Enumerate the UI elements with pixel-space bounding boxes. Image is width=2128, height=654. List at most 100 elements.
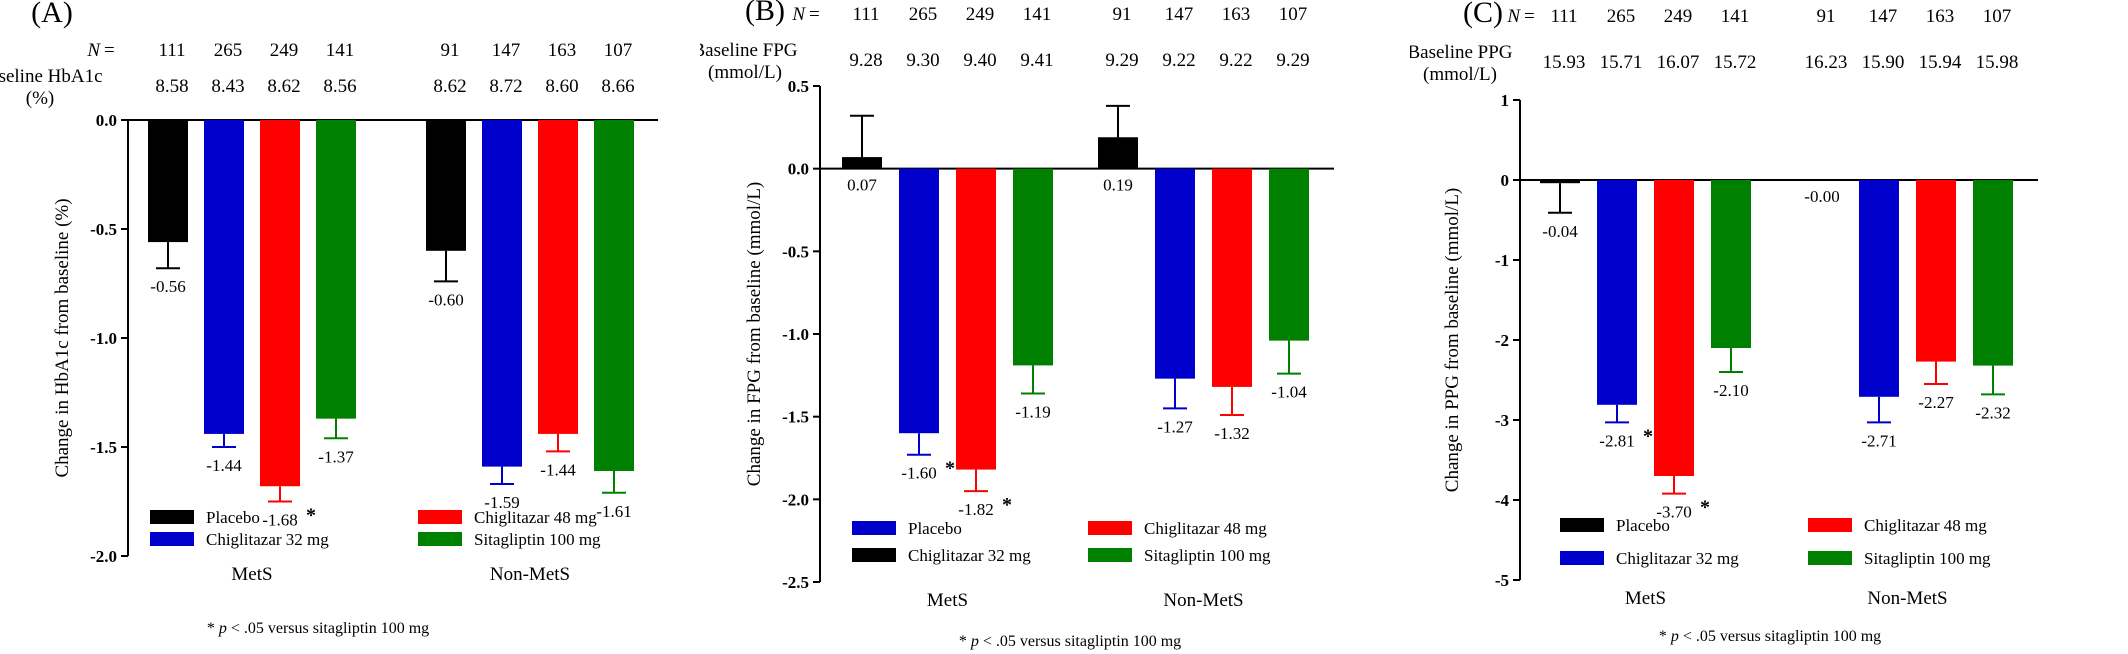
- n-value: 141: [1023, 4, 1052, 25]
- legend-swatch: [418, 532, 462, 546]
- chart-svg: (B) N = Baseline FPG(mmol/L) 111 9.28 265 9.30 2…: [700, 0, 1334, 650]
- baseline-value: 9.41: [1020, 50, 1053, 71]
- n-value: 147: [492, 40, 521, 61]
- bar: [1597, 180, 1637, 405]
- bar: [1098, 137, 1138, 169]
- bar: [1212, 168, 1252, 387]
- baseline-value: 16.23: [1805, 52, 1848, 73]
- baseline-value: 8.66: [601, 76, 634, 97]
- y-tick-label: -1: [1495, 251, 1509, 270]
- baseline-value: 15.98: [1976, 52, 2019, 73]
- y-tick-label: -0.5: [782, 242, 809, 261]
- n-equals: =: [1524, 6, 1535, 27]
- legend-swatch: [852, 548, 896, 562]
- n-value: 91: [1113, 4, 1132, 25]
- bar: [1013, 168, 1053, 366]
- bar: [1859, 180, 1899, 397]
- legend-label: Chiglitazar 32 mg: [206, 530, 329, 549]
- footnote: * p < .05 versus sitagliptin 100 mg: [207, 620, 429, 637]
- legend-label: Chiglitazar 48 mg: [1864, 516, 1987, 535]
- data-label: -1.37: [318, 447, 354, 466]
- panel-label: (C): [1463, 0, 1503, 29]
- n-value: 249: [270, 40, 299, 61]
- y-tick-label: -2.5: [782, 573, 809, 592]
- n-value: 91: [441, 40, 460, 61]
- footnote-text: < .05 versus sitagliptin 100 mg: [227, 620, 429, 637]
- baseline-value: 9.40: [963, 50, 996, 71]
- significance-star: *: [1643, 425, 1653, 447]
- n-value: 147: [1869, 6, 1898, 27]
- legend-label: Sitagliptin 100 mg: [1864, 549, 1991, 568]
- legend-swatch: [150, 532, 194, 546]
- data-label: -1.32: [1214, 424, 1249, 443]
- baseline-value: 8.72: [489, 76, 522, 97]
- significance-star: *: [1700, 497, 1710, 519]
- panel-label: (A): [31, 0, 73, 29]
- bar: [482, 120, 522, 467]
- category-label: MetS: [927, 590, 968, 611]
- baseline-value: 15.71: [1600, 52, 1643, 73]
- n-label: N: [86, 40, 101, 61]
- bar: [260, 120, 300, 487]
- category-label: Non-MetS: [1867, 588, 1947, 609]
- chart-svg: (A) N=Baseline HbA1c(%) 111 8.58 265 8.43 249 8…: [0, 0, 658, 637]
- baseline-value: 8.60: [545, 76, 578, 97]
- y-tick-label: -1.0: [90, 329, 117, 348]
- data-label: 0.07: [847, 176, 877, 195]
- bar: [956, 168, 996, 470]
- data-label: -0.00: [1804, 187, 1839, 206]
- legend-swatch: [1808, 551, 1852, 565]
- bar: [1802, 180, 1842, 181]
- n-value: 249: [1664, 6, 1693, 27]
- baseline-value: 8.62: [267, 76, 300, 97]
- category-label: Non-MetS: [1163, 590, 1243, 611]
- n-value: 91: [1817, 6, 1836, 27]
- y-tick-label: 0.0: [96, 111, 117, 130]
- y-tick-label: -3: [1495, 411, 1509, 430]
- y-tick-label: -1.0: [782, 325, 809, 344]
- n-value: 147: [1165, 4, 1194, 25]
- footnote-text: < .05 versus sitagliptin 100 mg: [979, 633, 1181, 650]
- legend-label: Chiglitazar 32 mg: [1616, 549, 1739, 568]
- baseline-value: 15.72: [1714, 52, 1757, 73]
- data-label: -1.44: [206, 456, 242, 475]
- baseline-value: 9.29: [1276, 50, 1309, 71]
- y-tick-label: -2.0: [90, 547, 117, 566]
- panel-label: (B): [745, 0, 785, 27]
- baseline-unit: (mmol/L): [708, 62, 782, 83]
- bar: [1269, 168, 1309, 341]
- y-tick-label: 0.5: [788, 77, 809, 96]
- data-label: -0.04: [1542, 222, 1578, 241]
- baseline-unit: (%): [26, 88, 54, 109]
- data-label: -1.44: [540, 460, 576, 479]
- legend-swatch: [1560, 518, 1604, 532]
- data-label: -0.56: [150, 277, 185, 296]
- baseline-value: 8.56: [323, 76, 356, 97]
- footnote-star: *: [959, 633, 971, 650]
- data-label: -2.81: [1599, 431, 1634, 450]
- significance-star: *: [945, 458, 955, 480]
- bar: [1654, 180, 1694, 476]
- data-label: -1.19: [1015, 403, 1050, 422]
- y-tick-label: 0.0: [788, 160, 809, 179]
- data-label: -3.70: [1656, 503, 1691, 522]
- n-value: 111: [852, 4, 879, 25]
- footnote-star: *: [207, 620, 219, 637]
- legend-swatch: [418, 510, 462, 524]
- data-label: -0.60: [428, 290, 463, 309]
- bar: [538, 120, 578, 434]
- data-label: -2.71: [1861, 431, 1896, 450]
- baseline-label: Baseline PPG: [1410, 42, 1513, 63]
- baseline-value: 9.30: [906, 50, 939, 71]
- legend-swatch: [1088, 548, 1132, 562]
- y-tick-label: -1.5: [782, 408, 809, 427]
- n-value: 107: [1983, 6, 2012, 27]
- chart-svg: (C) N = Baseline PPG(mmol/L) 111 15.93 265 15.7…: [1410, 0, 2038, 645]
- n-value: 111: [1550, 6, 1577, 27]
- n-value: 265: [1607, 6, 1636, 27]
- baseline-value: 9.29: [1105, 50, 1138, 71]
- bar: [1916, 180, 1956, 362]
- bar: [1973, 180, 2013, 366]
- footnote: * p < .05 versus sitagliptin 100 mg: [959, 633, 1181, 650]
- legend-swatch: [1088, 521, 1132, 535]
